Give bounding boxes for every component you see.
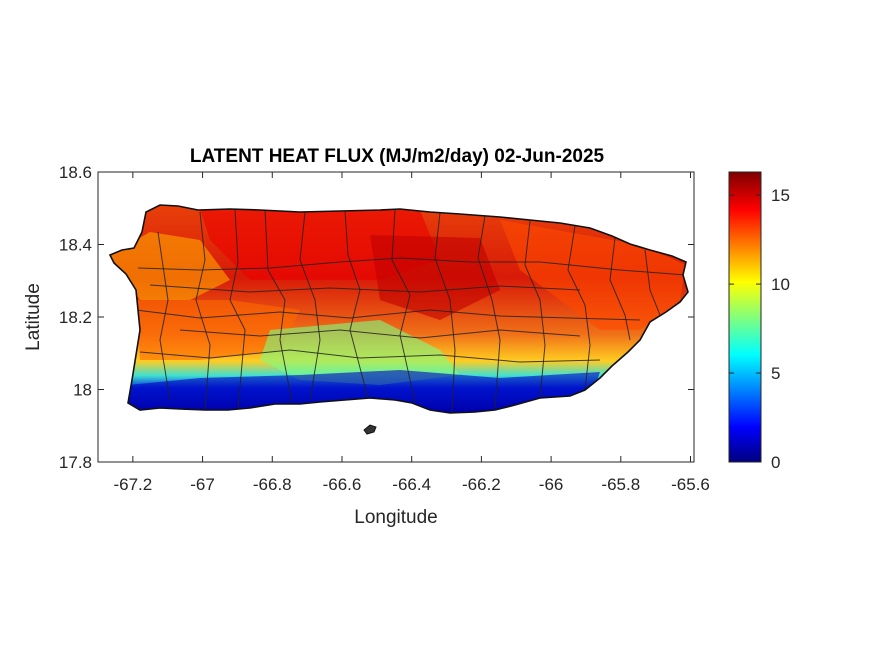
municipal-boundary xyxy=(524,220,546,399)
x-tick-label: -67 xyxy=(190,475,215,494)
colorbar-ticks: 0 5 10 15 xyxy=(729,186,790,472)
x-tick-label: -66.4 xyxy=(392,475,431,494)
municipal-boundary xyxy=(179,329,581,339)
municipal-boundary xyxy=(609,237,631,341)
municipal-boundary xyxy=(391,209,416,403)
x-tick-label: -66.6 xyxy=(323,475,362,494)
municipal-boundary xyxy=(229,209,246,411)
municipal-boundary xyxy=(477,215,501,409)
colorbar-tick-label: 0 xyxy=(771,453,780,472)
municipal-boundary xyxy=(139,349,601,363)
municipal-boundary xyxy=(344,210,369,399)
y-tick-label: 17.8 xyxy=(59,453,92,472)
y-tick-label: 18.4 xyxy=(59,236,92,255)
municipal-boundary xyxy=(135,309,641,321)
x-tick-label: -66.8 xyxy=(253,475,292,494)
colorbar xyxy=(728,171,762,463)
chart-title: LATENT HEAT FLUX (MJ/m2/day) 02-Jun-2025 xyxy=(190,146,605,167)
y-axis-label: Latitude xyxy=(23,283,44,351)
municipal-boundary xyxy=(434,212,456,413)
x-axis-label: Longitude xyxy=(354,507,437,528)
colorbar-tick-label: 10 xyxy=(771,275,790,294)
municipal-boundary xyxy=(195,211,211,411)
y-axis: 17.8 18 18.2 18.4 18.6 xyxy=(59,163,694,472)
colorbar-tick-label: 15 xyxy=(771,186,790,205)
y-tick-label: 18.6 xyxy=(59,163,92,182)
islet-caja-de-muertos xyxy=(363,424,377,435)
x-tick-label: -67.2 xyxy=(113,475,152,494)
x-tick-label: -65.6 xyxy=(671,475,710,494)
y-tick-label: 18 xyxy=(73,381,92,400)
municipal-boundary xyxy=(157,231,171,401)
x-tick-label: -65.8 xyxy=(601,475,640,494)
region-central-interior xyxy=(370,235,500,320)
region-south-central-valley xyxy=(260,320,460,385)
colorbar-tick-label: 5 xyxy=(771,364,780,383)
y-tick-label: 18.2 xyxy=(59,308,92,327)
x-tick-label: -66 xyxy=(539,475,564,494)
municipal-boundary xyxy=(149,284,581,293)
x-tick-label: -66.2 xyxy=(462,475,501,494)
municipal-boundary xyxy=(299,211,321,401)
island-outline xyxy=(108,204,689,414)
municipal-boundary xyxy=(137,257,687,276)
municipal-boundary xyxy=(264,209,293,403)
region-southern-coast xyxy=(128,370,600,413)
municipal-boundary xyxy=(644,249,661,316)
heat-map xyxy=(108,204,689,435)
x-axis: -67.2 -67 -66.8 -66.6 -66.4 -66.2 -66 -65.8 -65.… xyxy=(113,172,710,494)
